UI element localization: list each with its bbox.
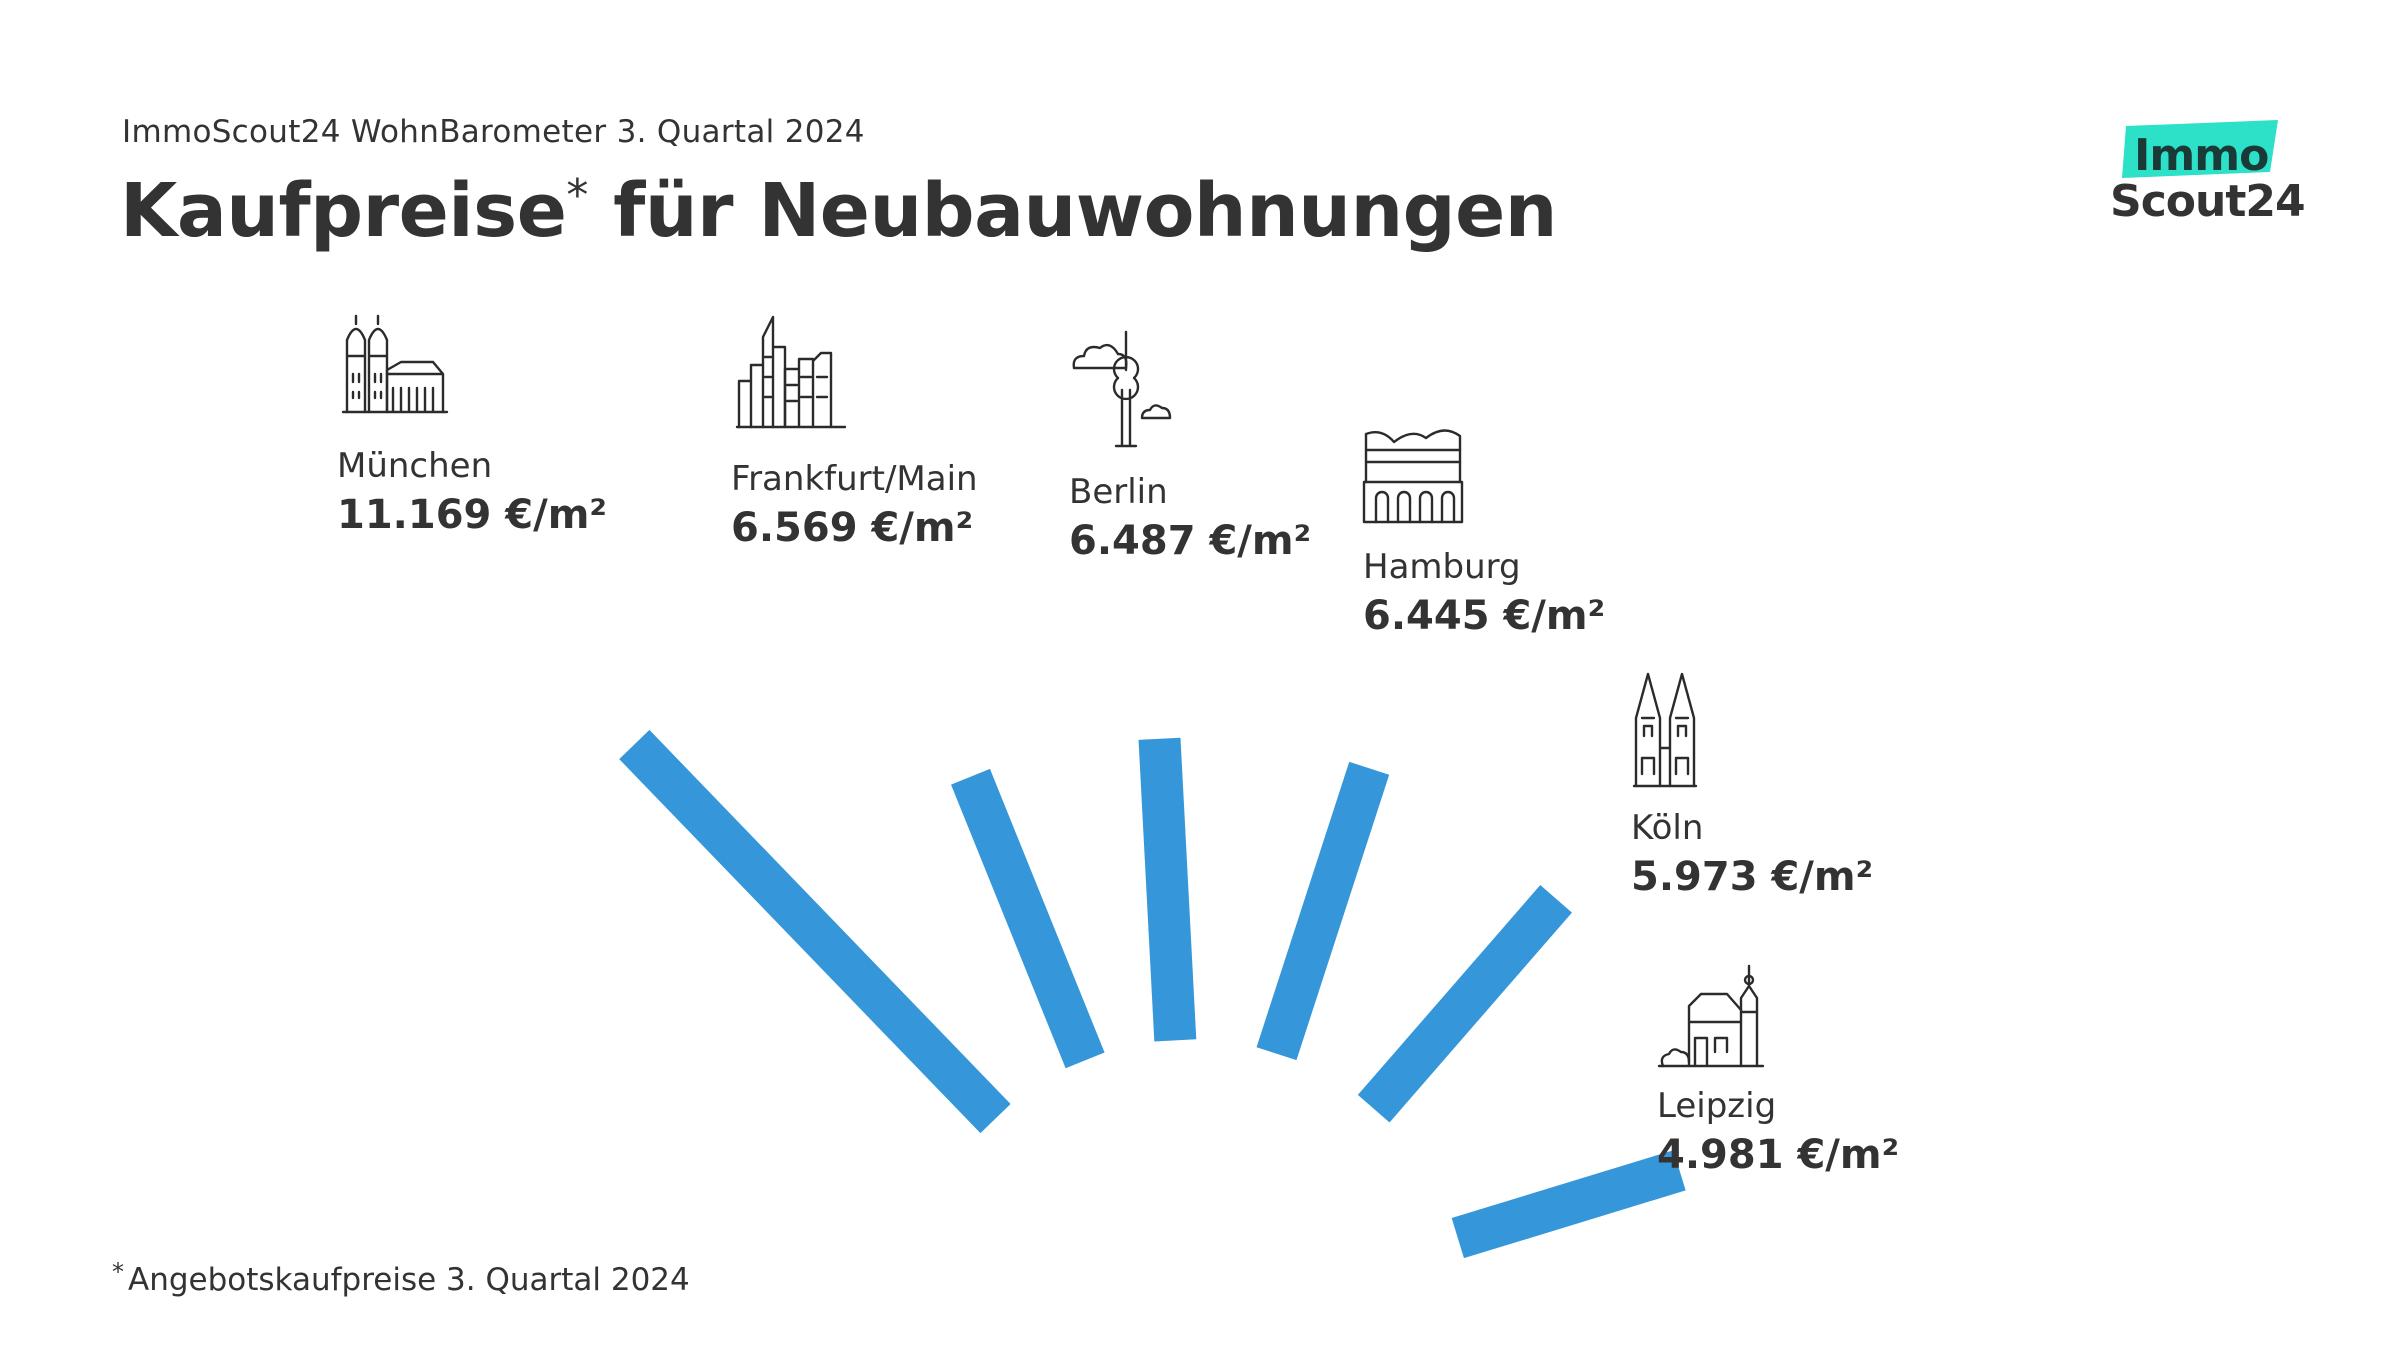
bar-leipzig (1451, 1150, 1686, 1259)
value-label-koeln: 5.973 €/m² (1631, 854, 1873, 900)
skyline-icon (735, 315, 847, 429)
bar-hamburg (1256, 761, 1390, 1061)
frauenkirche-icon (341, 314, 449, 414)
logo-accent-shape (2122, 120, 2278, 178)
cathedral-icon (1632, 672, 1698, 788)
city-name-frankfurt: Frankfurt/Main (731, 459, 978, 499)
city-name-muenchen: München (337, 446, 492, 486)
tv-tower-icon (1072, 330, 1172, 448)
value-label-hamburg: 6.445 €/m² (1363, 593, 1605, 639)
bars-group (619, 729, 1686, 1259)
labels-group: München 11.169 €/m² Frankfurt/Main 6.569… (337, 446, 1899, 1178)
chart-title: Kaufpreise* für Neubauwohnungen (120, 168, 1557, 254)
old-town-hall-icon (1657, 964, 1765, 1068)
title-main: Kaufpreise (120, 168, 567, 254)
chart-subtitle: ImmoScout24 WohnBarometer 3. Quartal 202… (122, 114, 865, 150)
logo-scout-text: Scout24 (2110, 176, 2306, 227)
logo-immo-text: Immo (2134, 130, 2269, 181)
bar-frankfurt (951, 768, 1105, 1069)
bar-koeln (1357, 885, 1572, 1123)
footnote: * Angebotskaufpreise 3. Quartal 2024 (112, 1258, 690, 1298)
value-label-frankfurt: 6.569 €/m² (731, 505, 973, 551)
footnote-text: Angebotskaufpreise 3. Quartal 2024 (128, 1262, 690, 1298)
city-name-hamburg: Hamburg (1363, 547, 1521, 587)
bar-berlin (1138, 737, 1197, 1042)
immoscout24-logo: Immo Scout24 (2100, 118, 2306, 238)
city-name-koeln: Köln (1631, 808, 1703, 848)
value-label-muenchen: 11.169 €/m² (337, 492, 607, 538)
bar-muenchen (619, 729, 1011, 1134)
footnote-asterisk: * (112, 1258, 124, 1286)
value-label-berlin: 6.487 €/m² (1069, 518, 1311, 564)
title-rest: für Neubauwohnungen (587, 168, 1557, 254)
title-asterisk: * (566, 170, 588, 221)
city-name-leipzig: Leipzig (1657, 1086, 1776, 1126)
elbphilharmonie-icon (1362, 429, 1464, 524)
value-label-leipzig: 4.981 €/m² (1657, 1132, 1899, 1178)
city-name-berlin: Berlin (1069, 472, 1168, 512)
